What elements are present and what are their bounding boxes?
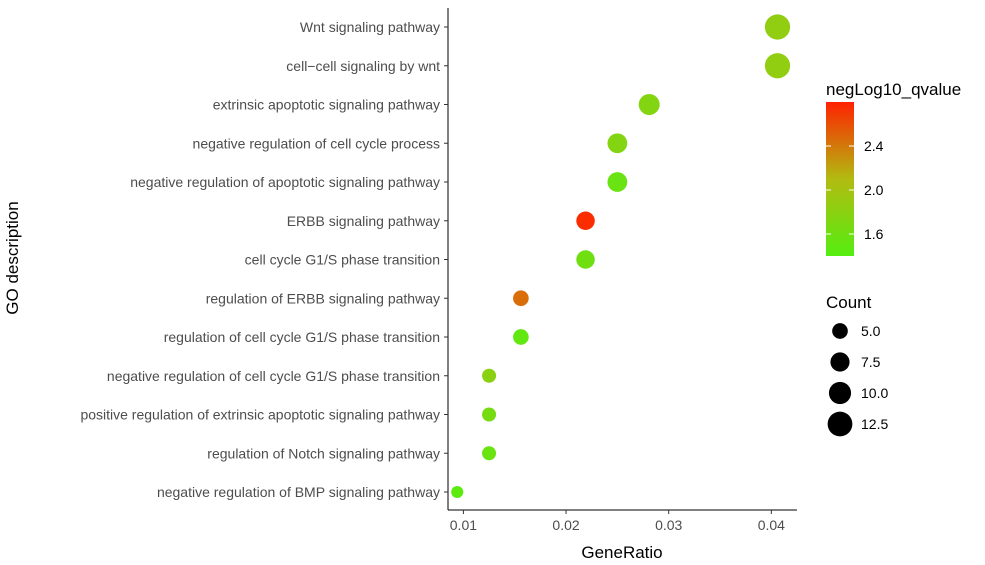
size-legend-items: 5.0 7.5 10.0 12.5 [827,323,888,437]
x-axis-ticks: 0.01 0.02 0.03 0.04 [450,510,785,533]
data-point [482,368,497,383]
y-tick-label: negative regulation of cell cycle G1/S p… [107,368,440,384]
data-point [513,290,529,307]
color-legend-bar [826,102,854,256]
y-tick-label: regulation of Notch signaling pathway [207,445,440,461]
size-legend-title: Count [826,293,872,312]
data-point [576,250,595,269]
size-legend-label: 7.5 [861,354,881,370]
data-point [764,53,791,79]
y-tick-label: regulation of ERBB signaling pathway [206,290,440,306]
data-point [451,485,464,499]
color-legend-label: 2.4 [864,138,884,154]
color-legend-title: negLog10_qvalue [826,80,961,99]
color-legend: negLog10_qvalue 1.6 2.0 2.4 [826,80,961,256]
size-legend-dot [827,411,853,437]
color-legend-label: 2.0 [864,182,884,198]
data-points [451,14,791,499]
data-point [607,133,628,154]
size-legend-dot [828,381,852,405]
y-tick-label: extrinsic apoptotic signaling pathway [213,97,440,113]
y-tick-label: regulation of cell cycle G1/S phase tran… [164,329,440,345]
x-tick-label: 0.04 [758,517,785,533]
y-tick-label: cell−cell signaling by wnt [286,58,440,74]
y-tick-label: negative regulation of BMP signaling pat… [157,484,440,500]
y-tick-label: Wnt signaling pathway [300,19,440,35]
size-legend: Count 5.0 7.5 10.0 12.5 [826,293,888,437]
data-point [482,446,497,461]
size-legend-label: 12.5 [861,416,888,432]
data-point [607,172,628,192]
data-point [482,407,497,422]
x-tick-label: 0.02 [552,517,579,533]
y-axis-ticks: Wnt signaling pathway cell−cell signaling… [80,19,448,500]
y-tick-label: negative regulation of cell cycle proces… [193,135,440,151]
size-legend-dot [832,323,848,339]
plot-area: Wnt signaling pathway cell−cell signaling… [80,8,797,533]
size-legend-dot [830,352,850,372]
data-point [513,329,529,345]
x-tick-label: 0.01 [450,517,477,533]
size-legend-label: 5.0 [861,323,881,339]
y-tick-label: ERBB signaling pathway [287,213,440,229]
y-axis-title: GO description [3,201,22,314]
color-legend-label: 1.6 [864,226,884,242]
data-point [764,14,791,40]
y-tick-label: cell cycle G1/S phase transition [245,252,440,268]
size-legend-label: 10.0 [861,385,888,401]
y-tick-label: negative regulation of apoptotic signali… [130,174,440,190]
y-tick-label: positive regulation of extrinsic apoptot… [80,407,440,423]
color-legend-ticks: 1.6 2.0 2.4 [826,138,884,242]
data-point [638,94,660,115]
data-point [576,211,595,231]
x-tick-label: 0.03 [655,517,682,533]
x-axis-title: GeneRatio [581,543,662,562]
